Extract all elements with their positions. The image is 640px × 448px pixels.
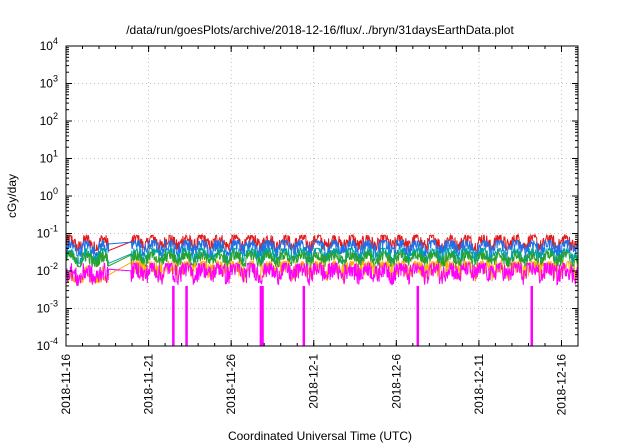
y-tick-label: 104 [40, 36, 58, 53]
axis-ticks [65, 45, 579, 347]
y-tick-label: 10-4 [37, 336, 58, 353]
y-tick-label: 10-3 [37, 299, 58, 316]
y-tick-labels: 10-4 10-3 10-2 10-1 100 101 102 103 104 [37, 36, 58, 353]
series-layer [65, 233, 579, 346]
y-tick-label: 103 [40, 74, 58, 91]
series-trace [65, 261, 579, 286]
chart-title: /data/run/goesPlots/archive/2018-12-16/f… [126, 23, 514, 37]
x-tick-label: 2018-11-16 [59, 354, 73, 415]
y-axis-label: cGy/day [5, 174, 19, 218]
x-tick-label: 2018-12-11 [472, 354, 486, 415]
y-tick-label: 100 [40, 186, 58, 203]
x-tick-label: 2018-12-1 [307, 354, 321, 409]
y-tick-label: 10-1 [37, 224, 58, 241]
x-tick-label: 2018-12-16 [554, 354, 568, 416]
series-trace [65, 238, 579, 258]
x-tick-label: 2018-11-26 [224, 354, 238, 415]
y-tick-label: 10-2 [37, 261, 58, 278]
series-trace [65, 250, 579, 269]
x-axis-label: Coordinated Universal Time (UTC) [228, 429, 412, 443]
x-tick-labels: 2018-11-16 2018-11-21 2018-11-26 2018-12-1 2… [59, 354, 568, 416]
series-trace [65, 233, 579, 253]
x-tick-label: 2018-12-6 [389, 354, 403, 409]
y-tick-label: 101 [40, 149, 58, 166]
y-tick-label: 102 [40, 111, 58, 128]
x-tick-label: 2018-11-21 [142, 354, 156, 415]
